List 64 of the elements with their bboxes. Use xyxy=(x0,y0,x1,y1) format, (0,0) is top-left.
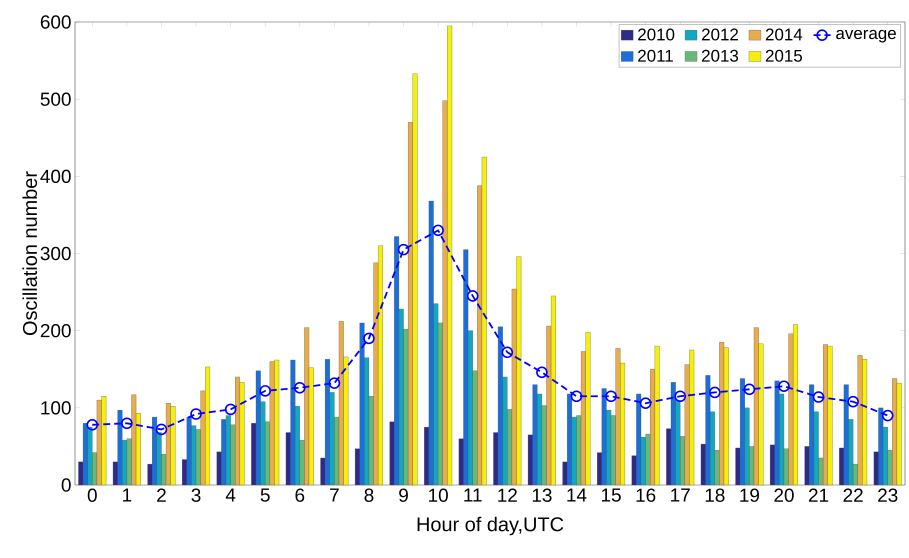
x-tick-label: 10 xyxy=(429,488,448,502)
x-tick-label: 22 xyxy=(844,488,863,502)
point xyxy=(363,332,375,344)
point xyxy=(812,391,824,403)
point xyxy=(190,408,202,420)
legend-label: 2011 xyxy=(638,50,673,62)
point xyxy=(466,290,478,302)
x-tick-label: 3 xyxy=(192,488,200,502)
legend-label: average xyxy=(836,30,896,42)
point xyxy=(328,377,340,389)
legend-label: 2012 xyxy=(702,28,738,40)
point xyxy=(709,386,721,398)
x-tick-label: 5 xyxy=(260,488,270,502)
point xyxy=(224,404,236,416)
point xyxy=(156,424,168,436)
point xyxy=(570,390,582,402)
point xyxy=(398,244,410,256)
x-tick-label: 9 xyxy=(399,488,408,502)
legend-label: 2015 xyxy=(766,50,802,62)
y-tick-label: 600 xyxy=(40,15,71,29)
x-tick-label: 0 xyxy=(88,488,97,502)
x-tick-label: 7 xyxy=(330,488,339,502)
point xyxy=(432,224,444,236)
x-tick-label: 1 xyxy=(123,488,132,502)
point xyxy=(121,417,133,430)
point xyxy=(536,366,548,378)
y-axis-title: Oscillation number xyxy=(22,171,38,336)
point xyxy=(259,385,271,397)
point xyxy=(778,380,790,392)
x-tick-label: 17 xyxy=(671,488,690,502)
x-tick-label: 8 xyxy=(364,488,374,502)
x-tick-label: 2 xyxy=(157,488,166,502)
y-tick-label: 100 xyxy=(41,401,71,415)
point xyxy=(882,410,894,422)
point xyxy=(744,384,756,396)
x-tick-label: 11 xyxy=(464,488,482,502)
x-tick-label: 15 xyxy=(602,488,621,502)
y-tick-label: 300 xyxy=(40,246,71,260)
x-tick-label: 19 xyxy=(740,488,760,502)
point xyxy=(640,397,652,409)
x-tick-label: 12 xyxy=(498,488,517,502)
y-tick-label: 0 xyxy=(62,478,71,492)
x-tick-label: 21 xyxy=(808,488,828,502)
x-axis-title: Hour of day,UTC xyxy=(418,516,564,536)
x-tick-label: 13 xyxy=(532,488,552,502)
x-tick-label: 14 xyxy=(567,488,586,502)
legend-label: 2010 xyxy=(638,28,674,40)
x-tick-label: 6 xyxy=(295,488,304,502)
x-tick-label: 23 xyxy=(878,488,898,502)
x-tick-label: 18 xyxy=(706,488,724,502)
y-tick-label: 200 xyxy=(40,324,71,338)
legend-label: 2014 xyxy=(766,28,802,40)
point xyxy=(294,382,306,394)
x-tick-label: 4 xyxy=(226,488,236,502)
y-tick-label: 400 xyxy=(40,170,71,184)
y-tick-label: 500 xyxy=(40,92,71,106)
x-tick-label: 20 xyxy=(774,488,794,502)
point xyxy=(674,390,686,402)
point xyxy=(605,390,617,402)
point xyxy=(847,396,859,408)
legend-label: 2013 xyxy=(702,50,738,62)
x-tick-label: 16 xyxy=(636,488,656,502)
point xyxy=(502,346,514,358)
point xyxy=(86,419,98,431)
